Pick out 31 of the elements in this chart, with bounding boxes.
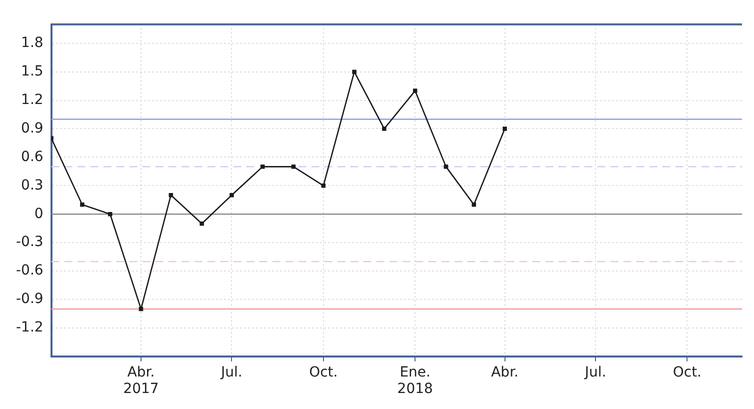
point [260, 164, 265, 169]
point [352, 70, 356, 74]
point [444, 164, 448, 169]
x-tick-label: Abr. 2017 [123, 364, 159, 398]
x-tick-label: Oct. [672, 364, 702, 380]
x-tick-label: Abr. [491, 364, 518, 380]
x-tick-label: Jul. [220, 364, 242, 380]
point [502, 126, 507, 131]
y-tick-label: 0.3 [21, 177, 44, 194]
point [291, 164, 296, 169]
point [230, 193, 234, 198]
point [412, 88, 418, 93]
y-tick-label: 0.6 [21, 148, 44, 165]
y-tick-label: 1.8 [21, 35, 44, 52]
y-tick-label: 0 [34, 206, 44, 222]
y-tick-label: 1.5 [21, 63, 44, 80]
y-tick-label: -0.3 [16, 234, 44, 250]
point [382, 126, 386, 131]
y-tick-label: -0.6 [16, 262, 44, 279]
point [472, 202, 476, 207]
y-tick-label: 1.2 [21, 92, 44, 108]
x-tick-label: Jul. [584, 364, 606, 380]
point [168, 193, 174, 198]
y-tick-label: 0.9 [21, 120, 44, 136]
x-tick-label: Oct. [309, 364, 338, 380]
y-tick-label: -1.2 [16, 320, 44, 336]
x-tick-label: Ene. 2018 [397, 364, 433, 398]
point [321, 184, 326, 188]
point [80, 202, 84, 207]
y-tick-label: -0.9 [16, 291, 44, 308]
point [200, 221, 204, 226]
